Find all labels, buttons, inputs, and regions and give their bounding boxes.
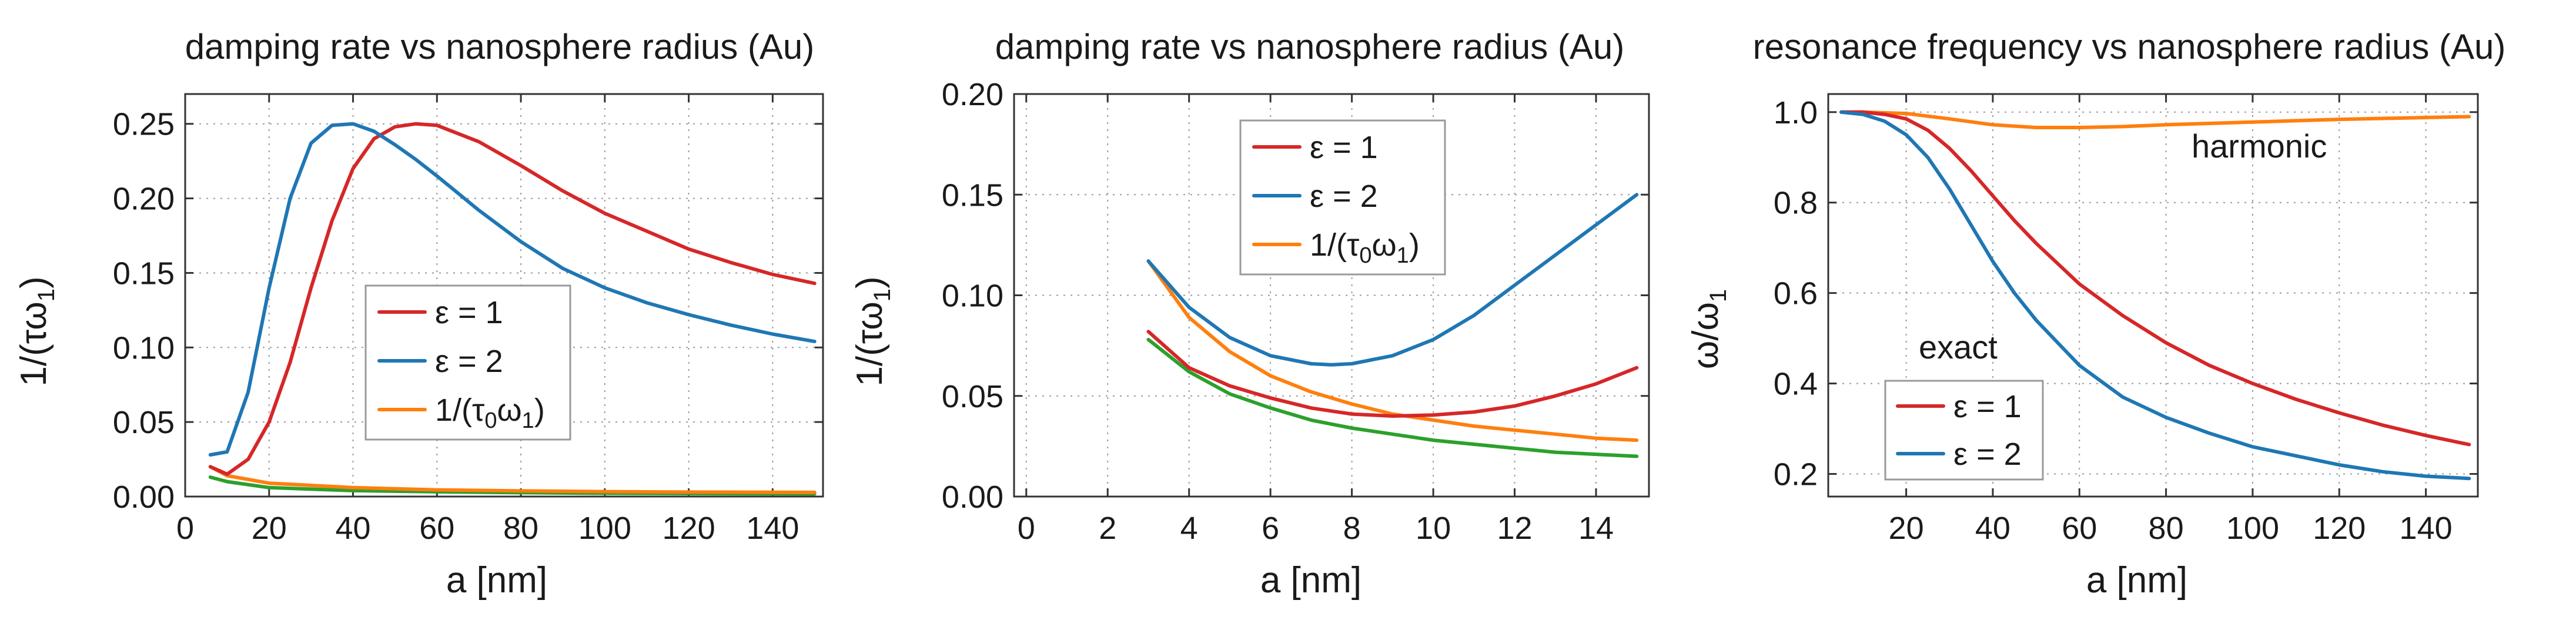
chart-3-legend-label-eps2: ε = 2 xyxy=(1953,437,2022,472)
chart-panel-2: 0 2 4 6 8 10 12 140.000.050.100.150.20 damping … xyxy=(849,27,1650,601)
chart-1-y-tick-label: 0.05 xyxy=(113,405,175,440)
chart-3-frame xyxy=(1827,93,2479,498)
chart-2-x-tick-label: 4 xyxy=(1180,511,1198,546)
chart-3-title: resonance frequency vs nanosphere radius… xyxy=(1753,27,2506,66)
chart-2-x-tick-label: 12 xyxy=(1497,511,1532,546)
chart-3-x-tick-label: 40 xyxy=(1975,511,2010,546)
chart-panel-3: 20 40 60 80 100 120 140 0.2 0.4 0.6 0.8 1.0 resonan… xyxy=(1685,27,2505,601)
chart-3-y-tick-label: 0.2 xyxy=(1774,457,1818,492)
chart-3-x-tick-label: 80 xyxy=(2149,511,2184,546)
chart-1-series-tau0-line xyxy=(208,465,817,494)
chart-2-x-axis-label: a [nm] xyxy=(1260,560,1361,601)
chart-1-y-axis-label: 1/(τω1) xyxy=(14,276,59,386)
chart-2-series-eps1-line xyxy=(1146,330,1639,418)
chart-2-y-tick-label: 0.20 xyxy=(942,77,1003,112)
chart-3-x-tick-label: 120 xyxy=(2313,511,2366,546)
chart-1-series-eps2-line xyxy=(208,122,817,457)
chart-2-x-tick-label: 0 xyxy=(1018,511,1035,546)
chart-1-y-tick-label: 0.00 xyxy=(113,480,175,515)
chart-3-x-tick-label: 60 xyxy=(2062,511,2097,546)
chart-3-series-eps2-line xyxy=(1839,110,2471,481)
chart-2-legend-label-tau0: 1/(τ0ω1) xyxy=(1310,227,1420,268)
chart-3-legend: ε = 1 ε = 2 xyxy=(1884,380,2044,481)
chart-1-legend-label-tau0: 1/(τ0ω1) xyxy=(435,393,545,433)
chart-1-legend-tau0-end: ) xyxy=(534,393,545,428)
chart-3-x-tick-label: 20 xyxy=(1889,511,1924,546)
chart-3-plot-area: 20 40 60 80 100 120 140 0.2 0.4 0.6 0.8 1.0 xyxy=(1774,93,2479,546)
chart-2-title: damping rate vs nanosphere radius (Au) xyxy=(995,27,1625,66)
chart-1-x-tick-label: 140 xyxy=(746,511,799,546)
chart-2-x-tick-label: 14 xyxy=(1578,511,1614,546)
chart-2-legend-label-eps1: ε = 1 xyxy=(1310,130,1378,165)
chart-1-legend-tau0-a: 1/(τ xyxy=(435,393,484,428)
chart-2-x-tick-label: 2 xyxy=(1099,511,1116,546)
chart-3-y-tick-label: 0.6 xyxy=(1774,276,1818,311)
chart-1-y-label-sub: 1 xyxy=(34,289,59,301)
chart-2-series-green-line xyxy=(1146,337,1639,458)
chart-1-x-tick-label: 20 xyxy=(252,511,287,546)
chart-1-x-tick-label: 40 xyxy=(335,511,370,546)
chart-2-legend: ε = 1 ε = 2 1/(τ0ω1) xyxy=(1239,119,1446,276)
chart-3-x-axis-label: a [nm] xyxy=(2086,560,2187,601)
chart-2-x-tick-label: 10 xyxy=(1416,511,1451,546)
chart-1-title: damping rate vs nanosphere radius (Au) xyxy=(185,27,815,66)
chart-2-legend-tau0-mid: ω xyxy=(1372,227,1397,263)
chart-3-legend-box xyxy=(1884,380,2044,481)
chart-1-frame xyxy=(184,93,824,498)
chart-2-legend-tau0-end: ) xyxy=(1409,227,1420,263)
chart-3-annotation-exact: exact xyxy=(1919,328,1998,366)
chart-2-y-axis-label: 1/(τω1) xyxy=(849,276,895,386)
chart-2-legend-label-eps2: ε = 2 xyxy=(1310,179,1378,214)
chart-1-legend-label-eps2: ε = 2 xyxy=(435,344,503,379)
chart-1-x-tick-label: 60 xyxy=(419,511,454,546)
chart-3-y-axis-label: ω/ω1 xyxy=(1685,289,1731,369)
chart-2-y-label-end: ) xyxy=(849,276,890,289)
chart-3-y-tick-label: 0.8 xyxy=(1774,186,1818,221)
chart-1-y-label-main: 1/(τω xyxy=(14,301,54,386)
chart-3-series-harmonic-line xyxy=(1839,110,2471,129)
chart-3-series-eps1-line xyxy=(1839,110,2471,447)
chart-3-annotation-harmonic: harmonic xyxy=(2192,128,2327,165)
chart-2-y-tick-label: 0.15 xyxy=(942,177,1003,213)
chart-2-series-tau0-line xyxy=(1146,259,1639,442)
chart-2-series-eps2-line xyxy=(1146,193,1639,367)
chart-3-y-tick-label: 1.0 xyxy=(1774,95,1818,130)
chart-1-legend-label-eps1: ε = 1 xyxy=(435,295,503,330)
chart-panel-1: 0 20 40 60 80 100 120 140 0.00 0.05 0.10 0.15 0.20 0.… xyxy=(14,27,824,601)
chart-3-x-tick-label: 140 xyxy=(2400,511,2453,546)
chart-1-y-tick-label: 0.10 xyxy=(113,330,175,366)
chart-3-y-tick-label: 0.4 xyxy=(1774,367,1818,402)
chart-1-legend-tau0-sub: 0 xyxy=(484,408,497,433)
chart-2-legend-tau0-a: 1/(τ xyxy=(1310,227,1359,263)
chart-2-y-tick-label: 0.05 xyxy=(942,379,1003,414)
chart-1-y-label-end: ) xyxy=(14,276,54,289)
chart-3-legend-label-eps1: ε = 1 xyxy=(1953,389,2022,424)
chart-2-y-label-main: 1/(τω xyxy=(849,301,890,386)
chart-3-y-label-sub: 1 xyxy=(1705,289,1731,302)
chart-2-y-tick-label: 0.00 xyxy=(942,480,1003,515)
chart-2-y-label-sub: 1 xyxy=(869,289,895,301)
chart-1-plot-area: 0 20 40 60 80 100 120 140 0.00 0.05 0.10 0.15 0.20 0.… xyxy=(113,93,824,546)
chart-2-legend-tau0-sub: 0 xyxy=(1359,243,1371,268)
chart-1-x-axis-label: a [nm] xyxy=(446,560,547,601)
chart-1-x-tick-label: 120 xyxy=(663,511,715,546)
chart-2-plot-area: 0 2 4 6 8 10 12 140.000.050.100.150.20 xyxy=(942,77,1650,546)
chart-1-y-tick-label: 0.25 xyxy=(113,107,175,142)
chart-1-x-tick-label: 100 xyxy=(578,511,631,546)
chart-1-legend-tau0-mid: ω xyxy=(497,393,522,428)
chart-3-y-label-main: ω/ω xyxy=(1685,302,1726,369)
chart-1-y-tick-label: 0.20 xyxy=(113,182,175,217)
chart-1-series-eps1-line xyxy=(208,122,817,476)
chart-2-legend-tau0-sub2: 1 xyxy=(1397,243,1409,268)
chart-1-y-tick-label: 0.15 xyxy=(113,256,175,291)
chart-2-x-tick-label: 8 xyxy=(1343,511,1361,546)
chart-2-x-tick-label: 6 xyxy=(1262,511,1279,546)
chart-1-x-tick-label: 80 xyxy=(503,511,538,546)
chart-1-legend-tau0-sub2: 1 xyxy=(522,408,534,433)
chart-2-y-tick-label: 0.10 xyxy=(942,279,1003,314)
chart-1-legend: ε = 1 ε = 2 1/(τ0ω1) xyxy=(364,284,571,441)
chart-3-x-tick-label: 100 xyxy=(2226,511,2279,546)
chart-1-x-tick-label: 0 xyxy=(176,511,194,546)
